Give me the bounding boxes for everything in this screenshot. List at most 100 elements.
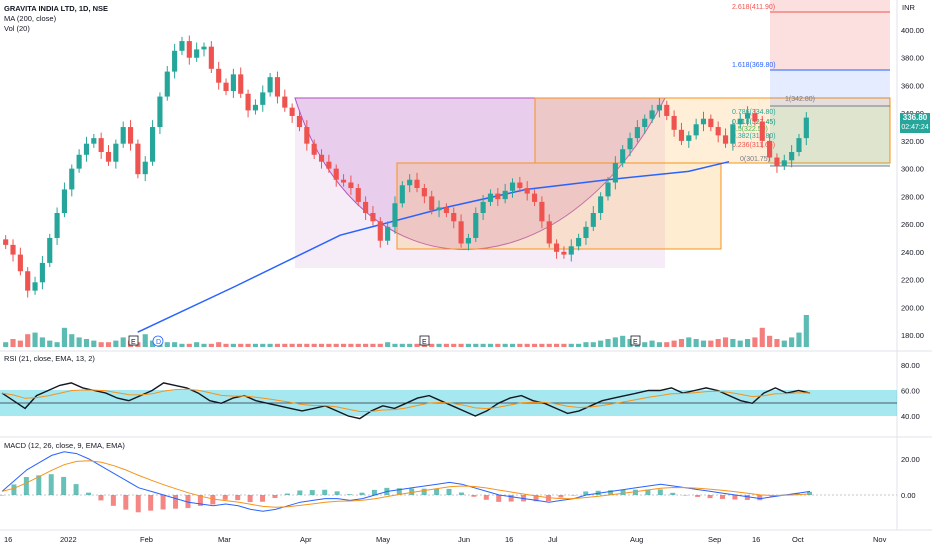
candle[interactable] (238, 67, 244, 98)
candle[interactable] (304, 120, 310, 151)
candle[interactable] (69, 164, 75, 197)
candle[interactable] (348, 175, 354, 195)
fib-zone-1[interactable] (770, 106, 890, 166)
candle[interactable] (39, 255, 45, 290)
candle[interactable] (355, 183, 361, 207)
candle[interactable] (443, 203, 449, 218)
candle[interactable] (164, 66, 170, 101)
candle[interactable] (407, 174, 413, 193)
candle[interactable] (737, 113, 743, 129)
ma200-line[interactable] (137, 160, 730, 333)
candle[interactable] (326, 154, 332, 173)
candle[interactable] (25, 267, 31, 298)
rsi-legend[interactable]: RSI (21, close, EMA, 13, 2) (4, 354, 95, 363)
candle[interactable] (135, 139, 141, 179)
candle[interactable] (370, 206, 376, 226)
candle[interactable] (311, 139, 317, 159)
candle[interactable] (774, 153, 780, 173)
candle[interactable] (568, 239, 574, 262)
candle[interactable] (480, 194, 486, 220)
candle[interactable] (267, 72, 273, 97)
candle[interactable] (495, 188, 501, 207)
candle[interactable] (76, 149, 82, 173)
dividend-marker[interactable] (152, 335, 164, 347)
macd-signal-line[interactable] (1, 460, 811, 508)
candle[interactable] (54, 207, 60, 245)
candle[interactable] (781, 154, 787, 171)
candle[interactable] (260, 85, 266, 112)
candle[interactable] (282, 89, 288, 112)
last-price-badge[interactable]: 336.80 02:47:24 (900, 113, 930, 133)
candle[interactable] (289, 103, 295, 123)
candle[interactable] (509, 178, 516, 198)
candle[interactable] (32, 276, 38, 295)
candle[interactable] (708, 114, 714, 132)
ma-legend[interactable]: MA (200, close) (4, 14, 57, 23)
candle[interactable] (399, 181, 405, 208)
candle[interactable] (363, 196, 369, 220)
candle[interactable] (157, 92, 163, 134)
candle[interactable] (554, 239, 560, 259)
volume-bars[interactable] (3, 315, 809, 347)
candle[interactable] (392, 196, 398, 234)
candle[interactable] (789, 145, 795, 168)
candle[interactable] (627, 132, 633, 157)
earnings-marker-2[interactable] (419, 335, 430, 346)
candle[interactable] (583, 221, 589, 245)
candle[interactable] (385, 221, 391, 245)
candle[interactable] (678, 122, 685, 146)
candle[interactable] (172, 43, 178, 79)
price-axis[interactable]: 400.00380.00360.00340.00320.00300.00280.… (901, 26, 924, 340)
candle[interactable] (186, 35, 192, 65)
candle[interactable] (487, 189, 494, 207)
candle[interactable] (274, 71, 281, 104)
candle[interactable] (700, 111, 707, 132)
candle[interactable] (216, 61, 222, 90)
candle[interactable] (531, 189, 538, 207)
candle[interactable] (414, 172, 420, 193)
candle[interactable] (576, 233, 582, 251)
candle[interactable] (61, 182, 68, 218)
candle[interactable] (142, 156, 148, 182)
candle[interactable] (465, 233, 472, 251)
candle[interactable] (502, 183, 508, 204)
rsi-axis[interactable]: 80.00 60.00 40.00 (901, 361, 920, 421)
candle[interactable] (91, 133, 97, 148)
candle[interactable] (120, 121, 126, 148)
candle[interactable] (429, 190, 435, 215)
candle[interactable] (744, 106, 751, 126)
candle[interactable] (473, 207, 479, 243)
candle[interactable] (590, 206, 596, 232)
candle[interactable] (649, 104, 655, 123)
candle[interactable] (524, 181, 530, 201)
candle[interactable] (17, 247, 23, 276)
vol-legend[interactable]: Vol (20) (4, 24, 30, 33)
candle[interactable] (113, 139, 119, 169)
cup-range-box[interactable] (295, 98, 665, 268)
candle[interactable] (47, 233, 53, 268)
candle[interactable] (127, 120, 134, 151)
candle[interactable] (693, 118, 699, 140)
candle[interactable] (656, 97, 662, 118)
fib-zone-1618[interactable] (770, 70, 890, 106)
candle[interactable] (105, 145, 112, 166)
candle[interactable] (634, 120, 640, 143)
candle[interactable] (194, 42, 200, 62)
candle[interactable] (620, 145, 626, 168)
candle[interactable] (517, 176, 523, 193)
macd-legend[interactable]: MACD (12, 26, close, 9, EMA, EMA) (4, 441, 125, 450)
candle[interactable] (561, 246, 567, 259)
earnings-marker-1[interactable] (128, 335, 139, 346)
candle[interactable] (752, 109, 758, 126)
candle[interactable] (722, 128, 729, 148)
candle[interactable] (612, 156, 618, 190)
candle[interactable] (458, 214, 464, 248)
symbol-title[interactable]: GRAVITA INDIA LTD, 1D, NSE (4, 4, 109, 13)
candle[interactable] (598, 192, 604, 220)
candle[interactable] (98, 132, 104, 159)
event-markers[interactable]: E D E E (128, 335, 641, 347)
earnings-marker-3[interactable] (630, 335, 641, 346)
candle[interactable] (730, 120, 736, 151)
candle[interactable] (803, 112, 809, 146)
